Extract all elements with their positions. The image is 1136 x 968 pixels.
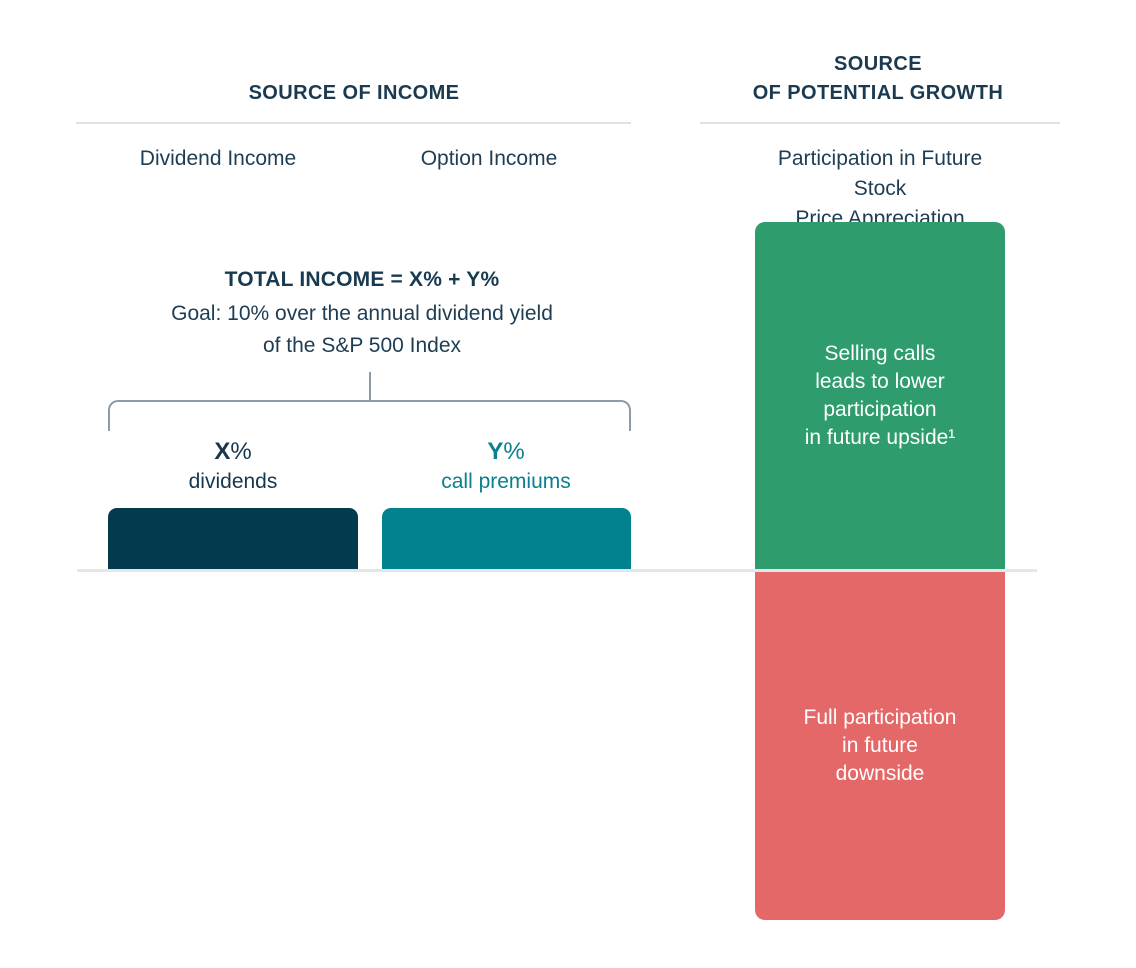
dividends-percent-sign: % xyxy=(230,438,252,465)
total-income-formula: TOTAL INCOME = X% + Y% xyxy=(224,268,500,291)
downside-participation-box: Full participation in future downside xyxy=(755,572,1005,920)
option-income-column-label: Option Income xyxy=(420,147,558,170)
participation-subheader: Participation in Future Stock Price Appr… xyxy=(777,147,983,230)
horizontal-divider-line xyxy=(77,569,1037,572)
source-of-income-header: SOURCE OF INCOME xyxy=(248,82,460,104)
income-goal-text: Goal: 10% over the annual dividend yield… xyxy=(171,302,553,357)
source-of-potential-growth-header: SOURCE OF POTENTIAL GROWTH xyxy=(752,53,1004,104)
right-header-rule xyxy=(700,122,1060,124)
dividends-value-line: X% xyxy=(189,438,278,469)
left-header-rule xyxy=(76,122,631,124)
premiums-value: Y xyxy=(487,438,504,465)
dividends-value: X xyxy=(214,438,231,465)
premiums-percent-sign: % xyxy=(503,438,525,465)
dividends-bar xyxy=(108,508,358,571)
premiums-value-line: Y% xyxy=(441,438,571,469)
dividend-income-column-label: Dividend Income xyxy=(139,147,297,170)
dividends-component-label: X% dividends xyxy=(189,438,278,495)
premiums-sublabel: call premiums xyxy=(441,470,571,493)
bracket-shape xyxy=(108,400,631,431)
bracket-stem-line xyxy=(369,372,371,400)
dividends-sublabel: dividends xyxy=(188,470,278,493)
call-premiums-bar xyxy=(382,508,631,571)
upside-participation-box: Selling calls leads to lower participati… xyxy=(755,222,1005,569)
call-premiums-component-label: Y% call premiums xyxy=(441,438,571,495)
